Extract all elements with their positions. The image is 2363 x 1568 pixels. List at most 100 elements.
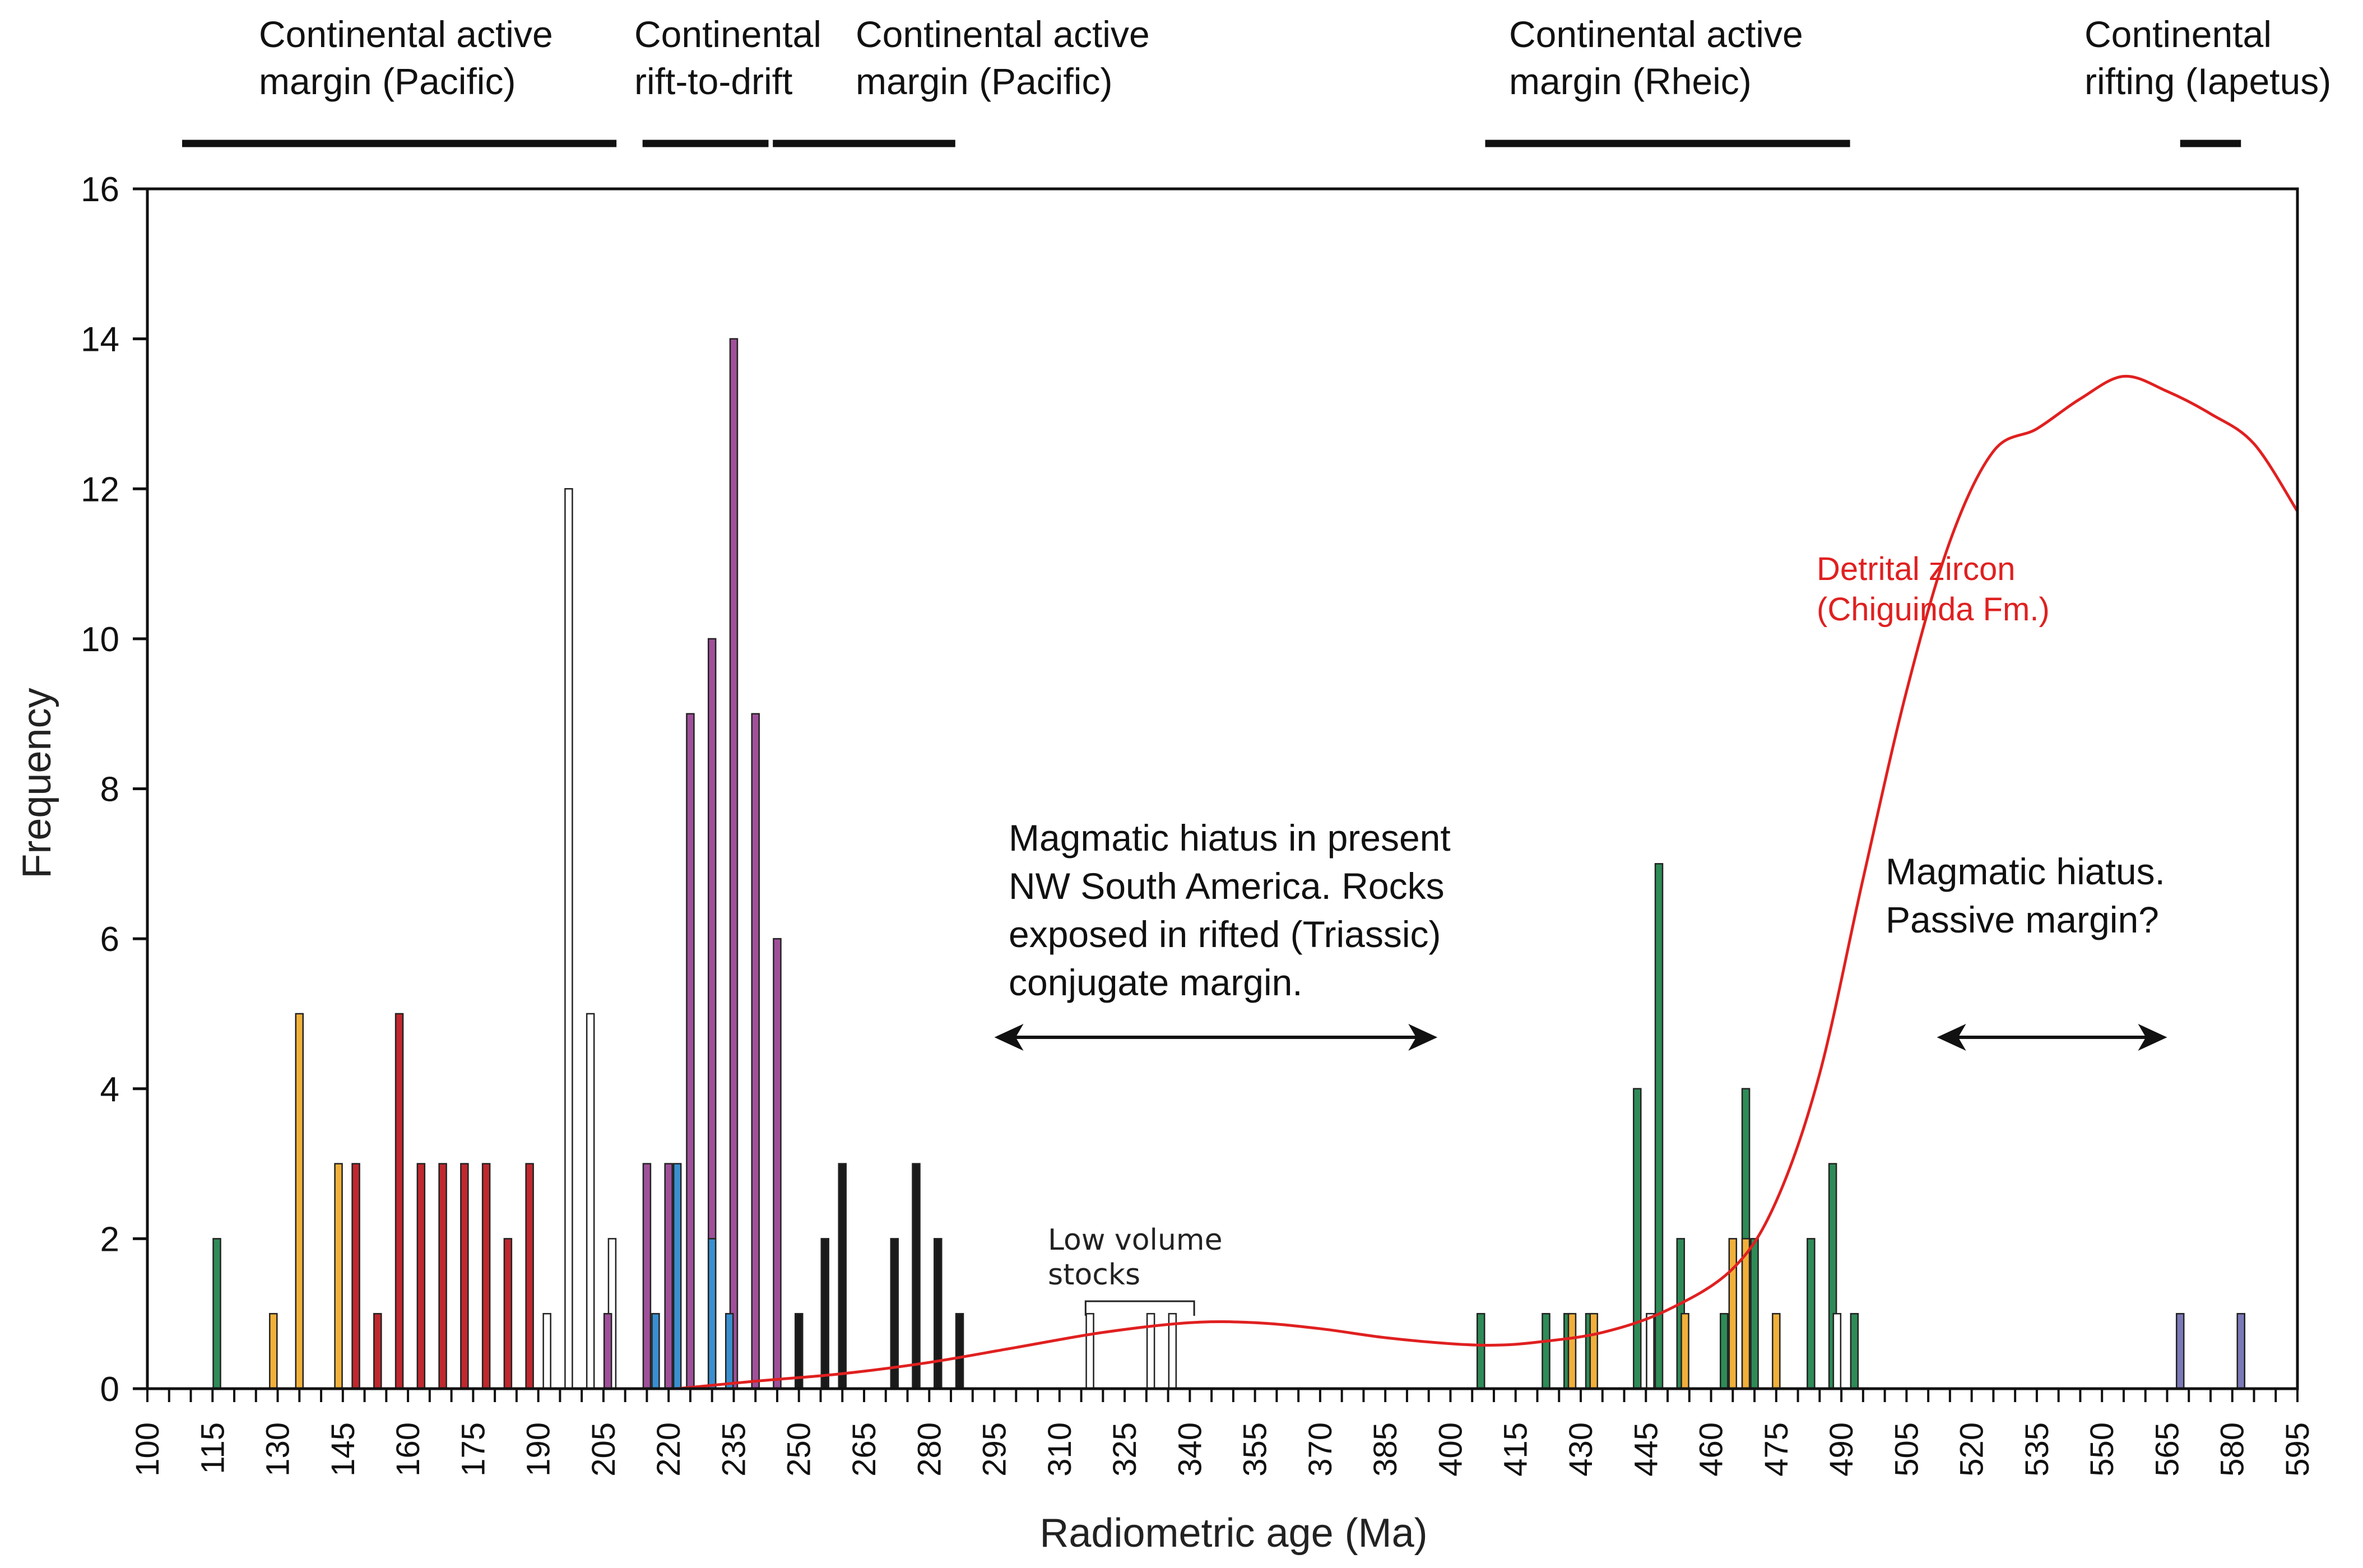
bar-gneiss-metamorphic-7 [1646,1312,1655,1390]
hiatus1-text-line-1: NW South America. Rocks [1009,865,1445,907]
y-axis-label: Frequency [15,688,59,878]
x-tick-label-30: 550 [2084,1422,2120,1477]
low-volume-text-line-0: Low volume [1048,1223,1223,1257]
x-tick-label-4: 160 [390,1422,426,1477]
bar-triassic-3 [686,713,695,1390]
low-volume-text-line-1: stocks [1048,1258,1140,1292]
hiatus1-arrow-right-head [1408,1024,1438,1051]
bar-jurassic-3 [416,1163,426,1390]
setting-label-1-line-0: Continental [634,13,821,55]
bar-early-cretaceous-jurassic-2 [334,1163,343,1390]
setting-label-4-line-1: rifting (Iapetus) [2085,61,2331,102]
y-tick-label-7: 14 [81,321,119,359]
x-tick-label-15: 325 [1107,1422,1143,1477]
bar-neoproterozoic-1 [2236,1312,2245,1390]
x-tick-label-16: 340 [1172,1422,1208,1477]
bar-triassic-6 [751,713,760,1390]
x-tick-label-7: 205 [586,1422,622,1477]
bar-triassic-other--2 [707,1238,717,1390]
hiatus1-text-line-0: Magmatic hiatus in present [1009,817,1451,859]
x-tick-label-14: 310 [1042,1422,1078,1477]
x-tick-label-23: 445 [1628,1422,1664,1477]
bar-jurassic-7 [503,1238,513,1390]
x-tick-label-18: 370 [1302,1422,1339,1477]
bar-early-cretaceous-jurassic-8 [1741,1238,1751,1390]
x-tick-label-24: 460 [1693,1422,1730,1477]
bar-jurassic-0 [351,1163,360,1390]
x-tick-label-32: 580 [2215,1422,2251,1477]
setting-label-0-line-1: margin (Pacific) [259,61,516,102]
bar-early-cretaceous-jurassic-7 [1728,1238,1738,1390]
bar-early-cretaceous-jurassic-4 [1589,1312,1599,1390]
bar-jurassic-4 [438,1163,447,1390]
bar-cretaceous-11 [1807,1238,1816,1390]
bar-cretaceous-8 [1720,1312,1729,1390]
hiatus1-arrow-left-head [994,1024,1024,1051]
setting-label-0-line-0: Continental active [259,13,553,55]
y-tick-label-4: 8 [100,771,119,809]
bar-early-cretaceous-jurassic-1 [295,1013,304,1390]
curve-layer: Detrital zircon (Chiguinda Fm.) [677,374,2299,1390]
bar-gneiss-metamorphic-2 [586,1013,595,1390]
bar-cretaceous-6 [1654,863,1664,1390]
bar-permian-5 [934,1238,943,1390]
setting-label-3-line-0: Continental active [1509,13,1803,55]
bar-triassic-other--1 [672,1163,682,1390]
plot-frame [146,187,2299,1390]
bar-triassic-other--0 [651,1312,660,1390]
bar-triassic-0 [603,1312,612,1390]
setting-label-2-line-0: Continental active [856,13,1150,55]
x-tick-label-0: 100 [129,1422,166,1477]
setting-label-1-line-1: rift-to-drift [634,61,792,102]
bar-permian-4 [912,1163,921,1390]
y-tick-label-6: 12 [81,470,119,509]
bar-jurassic-5 [460,1163,469,1390]
x-tick-label-8: 220 [651,1422,687,1477]
bar-triassic-7 [773,938,782,1390]
detrital-zircon-curve [677,374,2299,1390]
bar-early-cretaceous-jurassic-6 [1680,1312,1689,1390]
x-tick-label-2: 130 [260,1422,296,1477]
x-axis-label: Radiometric age (Ma) [1039,1511,1427,1556]
x-tick-label-27: 505 [1888,1422,1925,1477]
y-tick-label-3: 6 [100,920,119,959]
y-tick-label-1: 2 [100,1220,119,1259]
bar-triassic-5 [729,338,739,1390]
hiatus2-text-line-1: Passive margin? [1886,899,2159,940]
x-tick-label-3: 145 [325,1422,361,1477]
detrital-zircon-label-line-0: Detrital zircon [1817,551,2016,587]
bar-cretaceous-10 [1750,1238,1759,1390]
hiatus2-arrow-right-head [2138,1024,2167,1051]
hiatus2-text-line-0: Magmatic hiatus. [1886,851,2165,892]
bar-jurassic-8 [525,1163,534,1390]
x-tick-label-29: 535 [2019,1422,2055,1477]
x-tick-label-20: 400 [1432,1422,1469,1477]
axes-layer: 0 2 4 6 8 10 12 14 16 100 115 130 145 160 175 190 205 220… [15,170,2316,1556]
hiatus1-text-line-3: conjugate margin. [1009,962,1303,1003]
x-tick-label-5: 175 [455,1422,491,1477]
y-tick-label-5: 10 [81,620,119,659]
x-tick-label-28: 520 [1954,1422,1990,1477]
y-tick-label-8: 16 [81,170,119,209]
bar-cretaceous-1 [1476,1312,1485,1390]
bar-jurassic-6 [481,1163,491,1390]
x-tick-label-10: 250 [781,1422,818,1477]
setting-label-2-line-1: margin (Pacific) [856,61,1112,102]
bar-early-cretaceous-jurassic-3 [1567,1312,1577,1390]
bar-cretaceous-2 [1542,1312,1550,1390]
x-tick-label-12: 280 [911,1422,948,1477]
x-tick-label-22: 430 [1563,1422,1599,1477]
bar-cretaceous-0 [212,1238,221,1390]
bar-gneiss-metamorphic-4 [1085,1312,1094,1390]
x-tick-label-31: 565 [2149,1422,2185,1477]
low-volume-bracket [1084,1300,1195,1316]
bar-jurassic-1 [373,1312,382,1390]
bar-neoproterozoic-0 [2175,1312,2185,1390]
bar-gneiss-metamorphic-1 [564,488,573,1390]
annotations-layer: Magmatic hiatus in present NW South Ameri… [994,817,2167,1316]
y-tick-label-2: 4 [100,1070,119,1109]
x-tick-label-9: 235 [716,1422,752,1477]
x-tick-label-11: 265 [846,1422,883,1477]
bar-triassic-2 [664,1163,673,1390]
